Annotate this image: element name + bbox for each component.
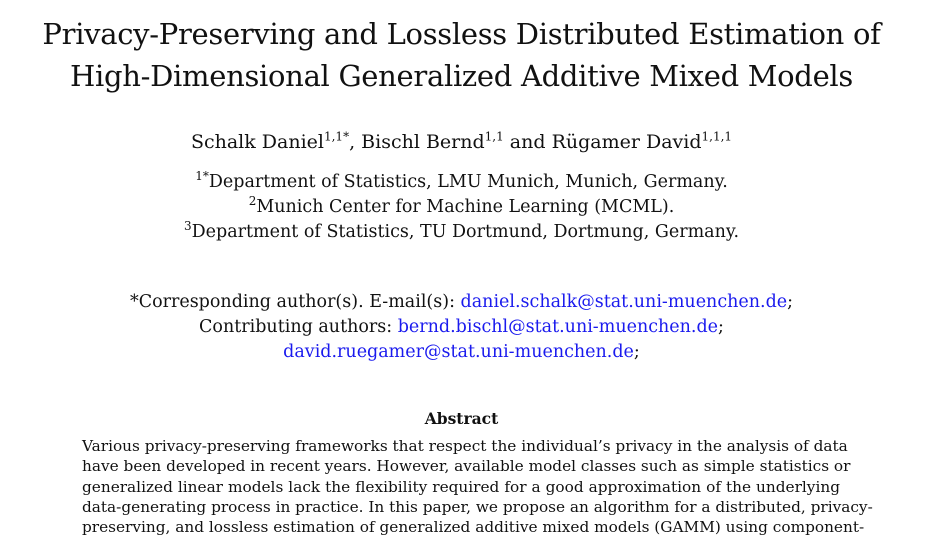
contributing-authors-line: Contributing authors: bernd.bischl@stat.…	[0, 315, 923, 340]
author-superscript: 1,1*	[323, 129, 350, 144]
author-superscript: 1,1,1	[701, 129, 733, 144]
author-name: Bischl Bernd	[361, 131, 485, 153]
contrib-prefix: Contributing authors:	[199, 317, 398, 337]
contrib-suffix: ;	[633, 342, 640, 362]
abstract-heading: Abstract	[424, 409, 499, 428]
title-line-2: High-Dimensional Generalized Additive Mi…	[70, 59, 853, 93]
corr-prefix: *Corresponding author(s). E-mail(s):	[129, 292, 461, 312]
abstract-line: preserving, and lossless estimation of g…	[82, 518, 865, 537]
affiliation: 3Department of Statistics, TU Dortmund, …	[0, 220, 923, 245]
abstract-line: data-generating process in practice. In …	[82, 497, 873, 516]
abstract-line: have been developed in recent years. How…	[82, 457, 851, 476]
contributing-authors-line: david.ruegamer@stat.uni-muenchen.de;	[0, 340, 923, 365]
author-separator: ,	[349, 131, 362, 153]
author-list: Schalk Daniel1,1*, Bischl Bernd1,1 and R…	[0, 128, 923, 156]
affiliation-text: Department of Statistics, LMU Munich, Mu…	[208, 172, 728, 192]
author-name: Schalk Daniel	[190, 131, 324, 153]
affiliation: 1*Department of Statistics, LMU Munich, …	[0, 170, 923, 195]
abstract-line: generalized linear models lack the flexi…	[82, 477, 840, 496]
affiliation-superscript: 2	[248, 194, 257, 209]
corr-suffix: ;	[787, 292, 794, 312]
affiliation-text: Department of Statistics, TU Dortmund, D…	[191, 222, 740, 242]
affiliation-superscript: 1*	[195, 169, 209, 184]
author-name: Rügamer David	[551, 131, 702, 153]
contrib-suffix: ;	[718, 317, 724, 337]
author-separator: and	[503, 131, 552, 153]
corresponding-email-link[interactable]: daniel.schalk@stat.uni-muenchen.de	[460, 292, 788, 312]
corresponding-author-line: *Corresponding author(s). E-mail(s): dan…	[0, 290, 923, 315]
affiliation-text: Munich Center for Machine Learning (MCML…	[256, 197, 675, 217]
affiliation-superscript: 3	[183, 219, 192, 234]
abstract-line: Various privacy-preserving frameworks th…	[82, 437, 848, 455]
author-superscript: 1,1	[484, 129, 504, 144]
affiliation: 2Munich Center for Machine Learning (MCM…	[0, 195, 923, 220]
abstract-body: Various privacy-preserving frameworks th…	[82, 436, 873, 537]
contributing-email-link[interactable]: david.ruegamer@stat.uni-muenchen.de	[283, 342, 634, 362]
contributing-email-link[interactable]: bernd.bischl@stat.uni-muenchen.de	[397, 317, 719, 337]
title-line-1: Privacy-Preserving and Lossless Distribu…	[42, 17, 881, 51]
